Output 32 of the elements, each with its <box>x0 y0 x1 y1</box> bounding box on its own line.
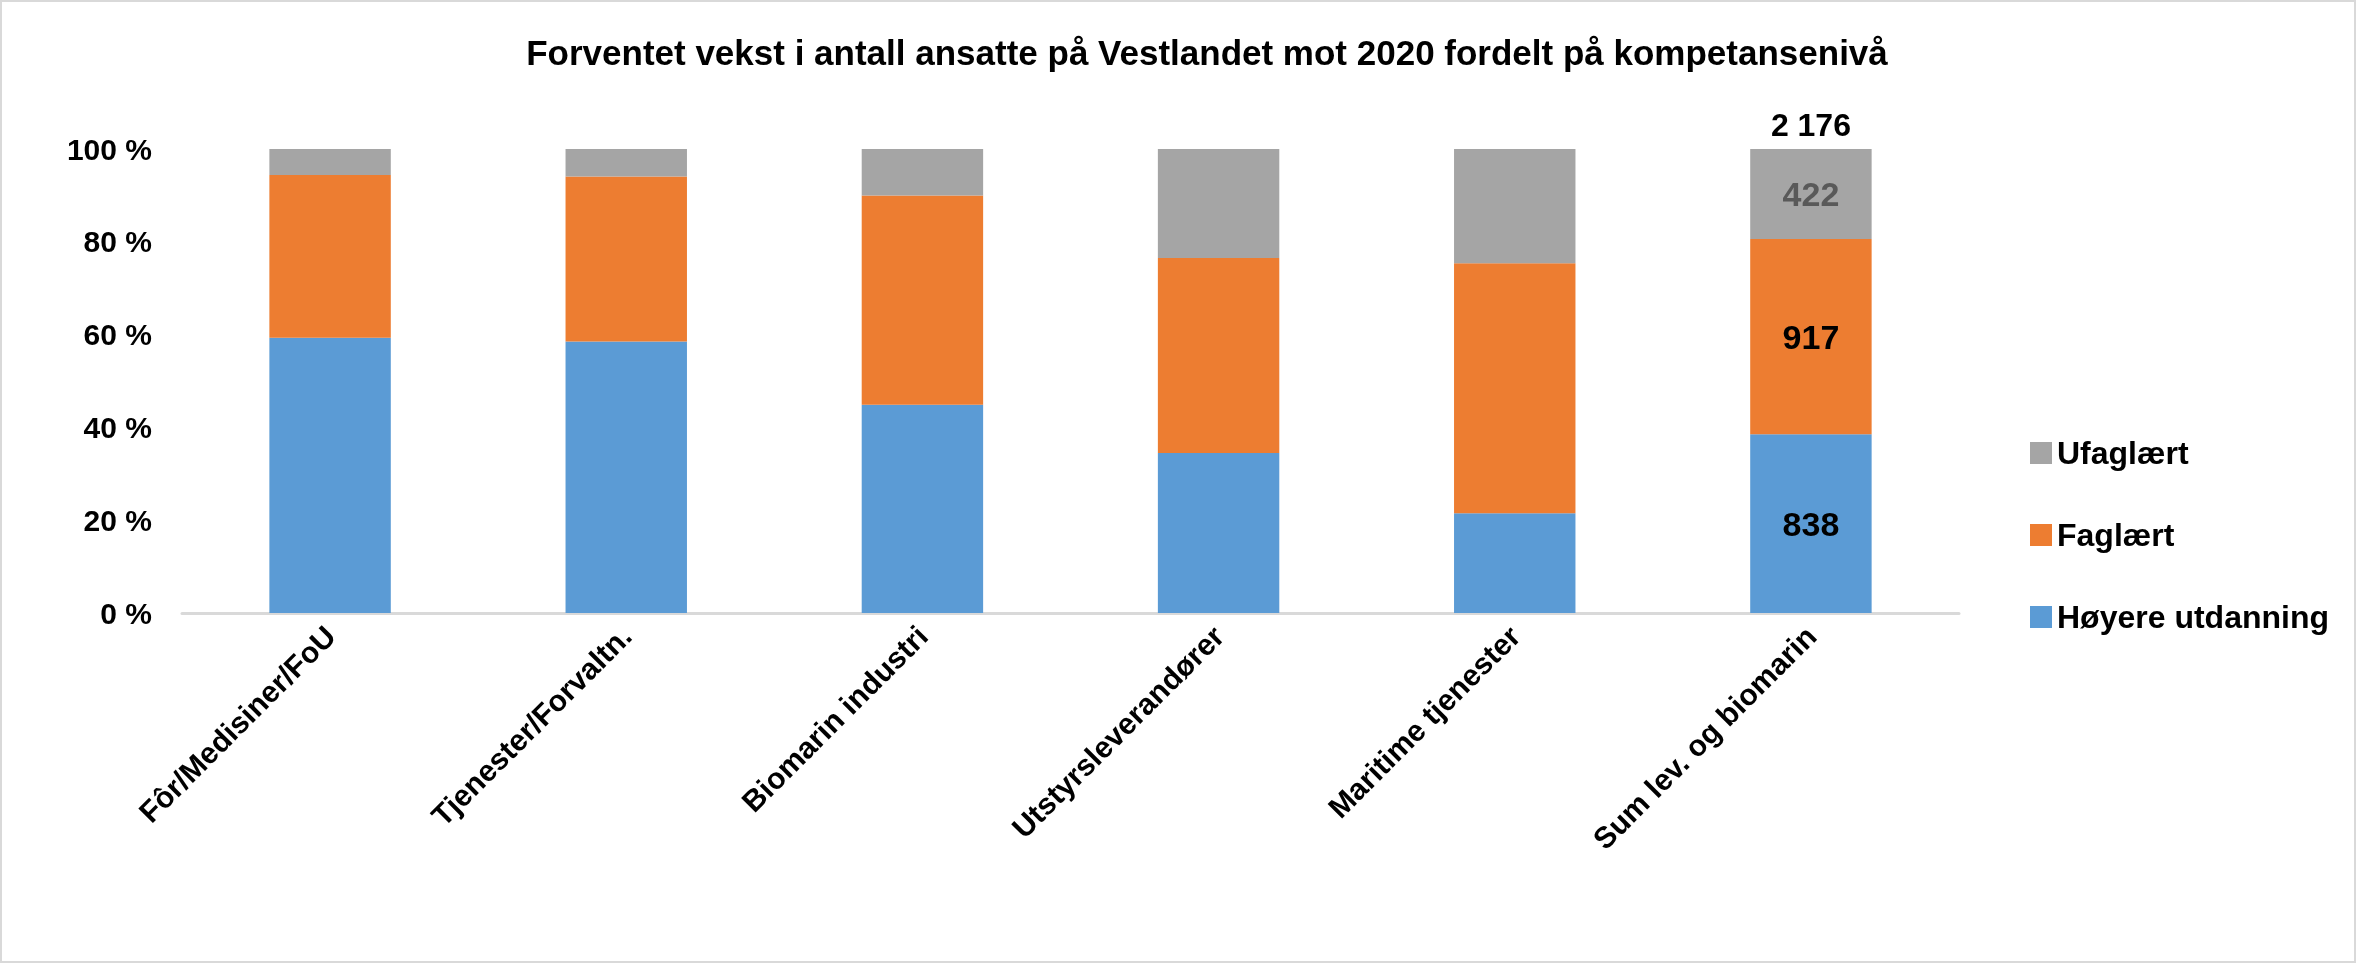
bar <box>269 149 391 175</box>
legend-label: Faglært <box>2056 517 2175 553</box>
y-tick-label: 60 % <box>83 318 152 352</box>
y-tick-label: 80 % <box>83 225 152 259</box>
bar <box>1454 263 1576 514</box>
bar <box>565 176 687 342</box>
bar <box>1750 239 1872 435</box>
bar <box>861 149 984 196</box>
bar <box>1750 434 1872 613</box>
bar <box>1454 149 1576 264</box>
bar <box>1454 513 1576 613</box>
legend-label: Ufaglært <box>2056 435 2189 471</box>
bar <box>861 404 984 613</box>
y-tick-label: 40 % <box>83 410 152 444</box>
y-tick-label: 100 % <box>66 132 152 166</box>
annotation: 917 <box>1782 317 1840 356</box>
annotation: 838 <box>1782 504 1840 543</box>
bar <box>1157 149 1280 259</box>
bar <box>565 149 687 177</box>
annotation: 422 <box>1782 175 1840 214</box>
bar <box>861 195 984 405</box>
bar <box>1157 452 1280 613</box>
bar <box>269 337 391 613</box>
bar <box>565 341 687 613</box>
legend-label: Høyere utdanning <box>2056 599 2329 635</box>
bar <box>269 174 391 338</box>
y-tick-label: 20 % <box>83 503 152 537</box>
annotation: 2 176 <box>1770 107 1851 143</box>
bar <box>1750 149 1872 240</box>
y-tick-label: 0 % <box>100 596 152 630</box>
bar <box>1157 258 1280 453</box>
chart-title: Forventet vekst i antall ansatte på Vestlandet mot 2020 fordelt på kompetansenivå <box>526 33 1889 72</box>
